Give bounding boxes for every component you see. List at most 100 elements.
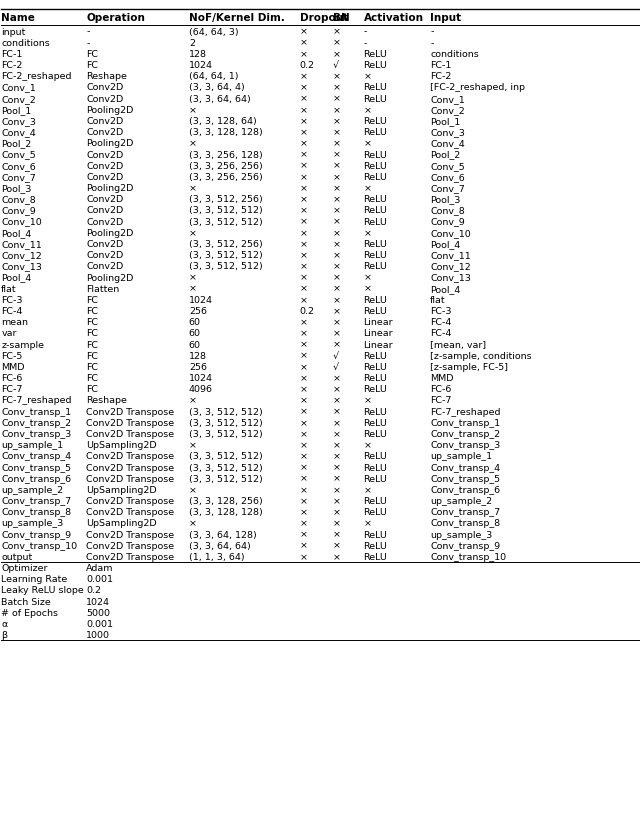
Text: ReLU: ReLU <box>364 218 387 227</box>
Text: Conv_6: Conv_6 <box>1 161 36 170</box>
Text: Conv_7: Conv_7 <box>430 184 465 193</box>
Text: ×: × <box>300 206 308 215</box>
Text: Pooling2D: Pooling2D <box>86 139 134 148</box>
Text: Conv_transp_4: Conv_transp_4 <box>1 452 72 461</box>
Text: [FC-2_reshaped, inp: [FC-2_reshaped, inp <box>430 84 525 93</box>
Text: √: √ <box>333 351 339 361</box>
Text: Conv_transp_2: Conv_transp_2 <box>430 429 500 438</box>
Text: Dropout: Dropout <box>300 13 348 23</box>
Text: Learning Rate: Learning Rate <box>1 575 68 584</box>
Text: NoF/Kernel Dim.: NoF/Kernel Dim. <box>189 13 285 23</box>
Text: MMD: MMD <box>430 374 454 383</box>
Text: Conv_11: Conv_11 <box>430 251 471 260</box>
Text: ×: × <box>364 228 371 237</box>
Text: ×: × <box>333 418 341 428</box>
Text: Pooling2D: Pooling2D <box>86 273 134 282</box>
Text: ×: × <box>333 452 341 461</box>
Text: 1024: 1024 <box>86 597 111 606</box>
Text: Conv_transp_7: Conv_transp_7 <box>1 496 72 505</box>
Text: ReLU: ReLU <box>364 496 387 505</box>
Text: ×: × <box>300 519 308 528</box>
Text: ×: × <box>333 117 341 126</box>
Text: ReLU: ReLU <box>364 307 387 316</box>
Text: ×: × <box>333 84 341 93</box>
Text: ×: × <box>333 307 341 316</box>
Text: ReLU: ReLU <box>364 295 387 304</box>
Text: ReLU: ReLU <box>364 530 387 539</box>
Text: FC-2_reshaped: FC-2_reshaped <box>1 72 72 81</box>
Text: ×: × <box>333 251 341 260</box>
Text: ×: × <box>333 128 341 137</box>
Text: Conv_transp_9: Conv_transp_9 <box>1 530 72 539</box>
Text: Conv_12: Conv_12 <box>430 262 471 271</box>
Text: Conv_5: Conv_5 <box>1 151 36 160</box>
Text: Conv_1: Conv_1 <box>1 84 36 93</box>
Text: ReLU: ReLU <box>364 195 387 204</box>
Text: up_sample_1: up_sample_1 <box>430 452 492 461</box>
Text: ×: × <box>300 362 308 371</box>
Text: ×: × <box>300 228 308 237</box>
Text: ×: × <box>364 284 371 294</box>
Text: UpSampling2D: UpSampling2D <box>86 441 157 450</box>
Text: ReLU: ReLU <box>364 173 387 182</box>
Text: ×: × <box>300 508 308 517</box>
Text: ReLU: ReLU <box>364 240 387 249</box>
Text: FC: FC <box>86 307 99 316</box>
Text: ×: × <box>300 541 308 550</box>
Text: ×: × <box>300 106 308 115</box>
Text: 0.001: 0.001 <box>86 619 113 629</box>
Text: ×: × <box>333 530 341 539</box>
Text: Pool_4: Pool_4 <box>1 228 31 237</box>
Text: ×: × <box>300 151 308 160</box>
Text: -: - <box>364 39 367 48</box>
Text: FC-7: FC-7 <box>430 396 451 405</box>
Text: ×: × <box>364 273 371 282</box>
Text: ReLU: ReLU <box>364 351 387 361</box>
Text: ReLU: ReLU <box>364 251 387 260</box>
Text: Conv_transp_2: Conv_transp_2 <box>1 418 72 428</box>
Text: ×: × <box>333 552 341 562</box>
Text: Conv_transp_6: Conv_transp_6 <box>1 474 72 483</box>
Text: var: var <box>1 329 17 338</box>
Text: (3, 3, 512, 512): (3, 3, 512, 512) <box>189 452 262 461</box>
Text: 256: 256 <box>189 362 207 371</box>
Text: ×: × <box>300 441 308 450</box>
Text: FC-4: FC-4 <box>430 318 451 327</box>
Text: (3, 3, 256, 256): (3, 3, 256, 256) <box>189 173 262 182</box>
Text: (3, 3, 512, 512): (3, 3, 512, 512) <box>189 429 262 438</box>
Text: ×: × <box>300 50 308 59</box>
Text: ×: × <box>300 463 308 472</box>
Text: ×: × <box>333 173 341 182</box>
Text: Conv_3: Conv_3 <box>1 117 36 126</box>
Text: Reshape: Reshape <box>86 72 127 81</box>
Text: ×: × <box>300 374 308 383</box>
Text: Activation: Activation <box>364 13 424 23</box>
Text: ×: × <box>300 429 308 438</box>
Text: ×: × <box>300 262 308 271</box>
Text: ×: × <box>333 508 341 517</box>
Text: Conv_6: Conv_6 <box>430 173 465 182</box>
Text: ReLU: ReLU <box>364 407 387 416</box>
Text: UpSampling2D: UpSampling2D <box>86 485 157 495</box>
Text: -: - <box>364 27 367 36</box>
Text: ×: × <box>300 117 308 126</box>
Text: Pool_2: Pool_2 <box>430 151 460 160</box>
Text: 1024: 1024 <box>189 374 212 383</box>
Text: (3, 3, 512, 512): (3, 3, 512, 512) <box>189 474 262 483</box>
Text: ×: × <box>300 340 308 349</box>
Text: ReLU: ReLU <box>364 262 387 271</box>
Text: ×: × <box>333 161 341 170</box>
Text: ×: × <box>189 396 197 405</box>
Text: Linear: Linear <box>364 318 393 327</box>
Text: ×: × <box>300 318 308 327</box>
Text: Conv_transp_7: Conv_transp_7 <box>430 508 500 517</box>
Text: ×: × <box>300 128 308 137</box>
Text: FC: FC <box>86 362 99 371</box>
Text: up_sample_2: up_sample_2 <box>430 496 492 505</box>
Text: ×: × <box>300 485 308 495</box>
Text: FC-1: FC-1 <box>430 61 451 70</box>
Text: Conv2D Transpose: Conv2D Transpose <box>86 407 175 416</box>
Text: Conv_8: Conv_8 <box>430 206 465 215</box>
Text: Conv2D: Conv2D <box>86 94 124 103</box>
Text: ReLU: ReLU <box>364 151 387 160</box>
